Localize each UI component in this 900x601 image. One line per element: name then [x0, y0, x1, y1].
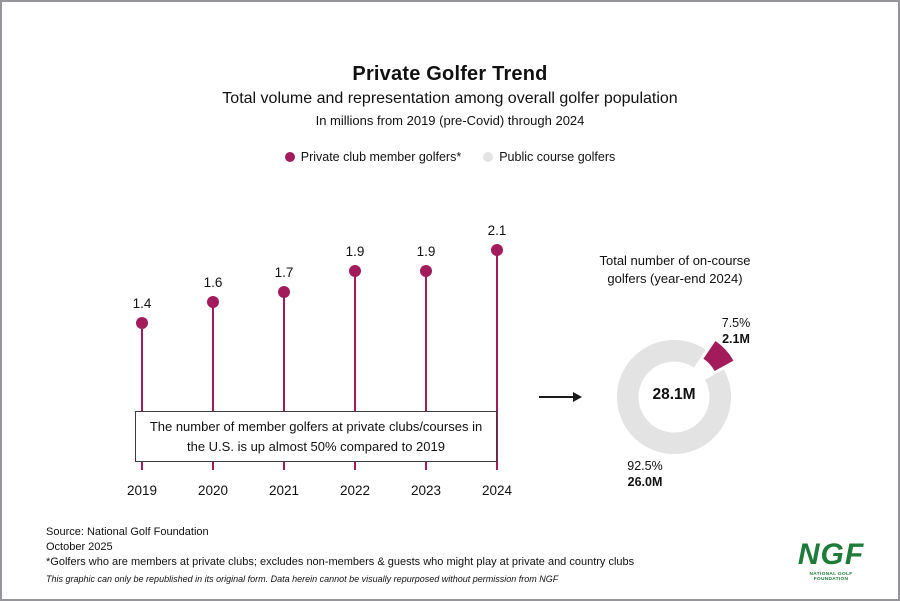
ngf-logo-text: NGF	[797, 538, 865, 571]
legend-label: Private club member golfers*	[300, 150, 462, 164]
value-label: 1.6	[203, 275, 223, 290]
arrow-head	[573, 392, 582, 402]
lollipop-dot	[420, 264, 432, 277]
source-text: Source: National Golf Foundation	[46, 526, 209, 538]
value-label: 1.7	[274, 264, 294, 280]
ngf-logo: NGF NATIONAL GOLF FOUNDATION	[792, 538, 870, 583]
footnote-text: *Golfers who are members at private club…	[46, 555, 635, 568]
value-label: 1.9	[345, 243, 365, 259]
lollipop-stem	[211, 302, 215, 470]
donut-title: Total number of on-course golfers (year-…	[599, 253, 751, 287]
lollipop-stem	[495, 249, 499, 470]
slice-value: 2.1M	[722, 332, 750, 347]
year-label: 2022	[339, 483, 371, 498]
lollipop-stem	[353, 270, 357, 470]
donut-segment-private	[703, 340, 734, 372]
arrow-shaft	[539, 396, 575, 398]
donut-segment-public	[616, 339, 731, 454]
annotation-box: The number of member golfers at private …	[135, 411, 497, 462]
disclaimer-text: This graphic can only be republished in …	[46, 573, 559, 584]
slice-label-public: 92.5% 26.0M	[608, 458, 682, 491]
legend-item: Public course golfers	[483, 150, 615, 164]
year-label: 2020	[197, 483, 229, 498]
donut-center-label: 28.1M	[652, 386, 696, 403]
slice-label-private: 7.5% 2.1M	[704, 315, 768, 348]
footer: Source: National Golf Foundation October…	[46, 525, 634, 585]
legend-dot-icon	[284, 152, 295, 162]
value-label: 1.9	[416, 243, 436, 259]
lollipop-dot	[491, 243, 503, 256]
lollipop-stem	[140, 323, 144, 470]
lollipop-dot	[278, 285, 290, 298]
lollipop-chart: 1.4 2019 1.6 2020 1.7 2021 1.9 2022 1.9 2023 2.1 20…	[107, 212, 537, 502]
slice-pct: 7.5%	[721, 316, 751, 330]
value-label: 2.1	[487, 222, 507, 238]
lollipop-dot	[207, 296, 219, 308]
lollipop-stem	[282, 291, 286, 470]
ngf-logo-subtext: NATIONAL GOLF FOUNDATION	[809, 572, 853, 582]
legend-label: Public course golfers	[499, 150, 616, 164]
lollipop-stem	[424, 270, 428, 470]
donut-chart	[616, 339, 734, 454]
page-subtitle: Total volume and representation among ov…	[222, 90, 678, 107]
year-label: 2021	[268, 483, 300, 498]
value-label: 1.4	[132, 296, 152, 311]
page-note: In millions from 2019 (pre-Covid) throug…	[315, 113, 585, 128]
lollipop-dot	[136, 317, 148, 329]
legend: Private club member golfers* Public cours…	[2, 150, 898, 164]
legend-dot-icon	[483, 152, 494, 162]
date-text: October 2025	[46, 540, 113, 553]
slice-value: 26.0M	[627, 475, 663, 490]
year-label: 2019	[126, 483, 158, 498]
page-title: Private Golfer Trend	[352, 63, 548, 85]
year-label: 2024	[481, 483, 513, 498]
legend-item: Private club member golfers*	[284, 150, 462, 164]
slice-pct: 92.5%	[627, 459, 663, 473]
lollipop-dot	[349, 264, 361, 277]
arrow-right-icon	[539, 391, 583, 403]
year-label: 2023	[410, 483, 442, 498]
